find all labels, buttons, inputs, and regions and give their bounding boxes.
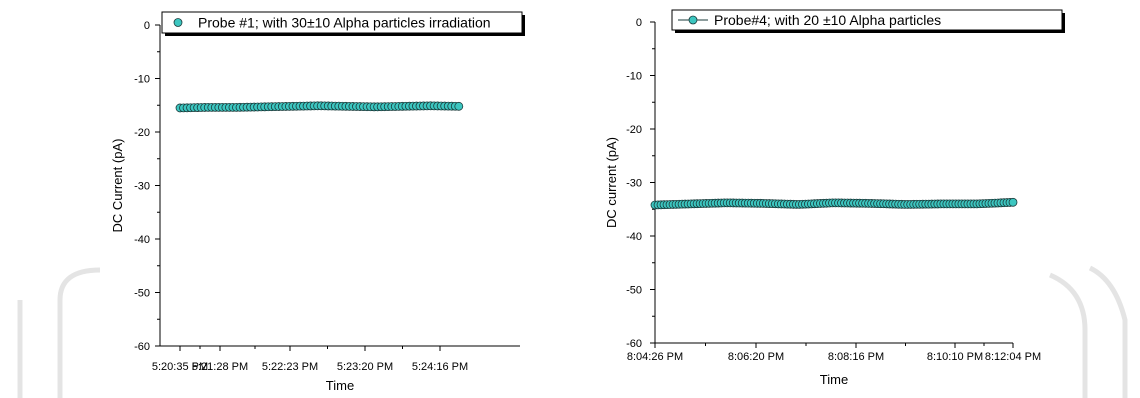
y-tick-label: -40 bbox=[626, 231, 642, 243]
x-tick-label: 8:10:10 PM bbox=[927, 351, 983, 363]
y-tick-label: -20 bbox=[626, 124, 642, 136]
x-tick-label: 5:22:23 PM bbox=[262, 361, 318, 373]
legend-box bbox=[671, 9, 1063, 31]
y-tick-label: -40 bbox=[134, 234, 150, 246]
x-tick-label: 8:12:04 PM bbox=[985, 351, 1041, 363]
x-axis-title: Time bbox=[326, 378, 354, 393]
x-tick-label: 8:08:16 PM bbox=[828, 351, 884, 363]
y-tick-label: 0 bbox=[144, 20, 150, 32]
x-tick-label: 8:06:20 PM bbox=[728, 351, 784, 363]
data-point bbox=[454, 101, 464, 111]
data-point bbox=[1008, 197, 1018, 207]
y-tick-label: -30 bbox=[134, 181, 150, 193]
y-axis-title: DC Current (pA) bbox=[110, 139, 125, 233]
y-tick-label: -30 bbox=[626, 178, 642, 190]
x-axis-title: Time bbox=[820, 372, 848, 387]
x-tick-label: 5:20:35 PM bbox=[152, 361, 208, 373]
x-tick-label: 5:23:20 PM bbox=[337, 361, 393, 373]
legend-label: Probe#4; with 20 ±10 Alpha particles bbox=[714, 12, 941, 28]
y-tick-label: -50 bbox=[626, 285, 642, 297]
x-tick-label: 8:04:26 PM bbox=[627, 351, 683, 363]
legend-marker bbox=[688, 15, 698, 25]
legend-label: Probe #1; with 30±10 Alpha particles irr… bbox=[198, 15, 491, 31]
y-axis-title: DC current (pA) bbox=[604, 137, 619, 228]
y-tick-label: -10 bbox=[626, 71, 642, 83]
x-tick-label: 5:21:28 PM bbox=[192, 361, 248, 373]
y-tick-label: -20 bbox=[134, 127, 150, 139]
legend-box bbox=[161, 11, 523, 34]
chart-probe-4: 0 -10 -20 -30 -40 -50 -608:04:26 PM 8:06:20 PM 8… bbox=[604, 9, 1065, 387]
legend-marker bbox=[173, 18, 183, 27]
y-tick-label: -60 bbox=[626, 338, 642, 350]
y-tick-label: -50 bbox=[134, 288, 150, 300]
y-tick-label: 0 bbox=[636, 17, 642, 29]
chart-probe-1: 0 -10 -20 -30 -40 -50 -605:20:35 PM5:21:28 PM 5… bbox=[110, 11, 525, 393]
y-tick-label: -60 bbox=[134, 341, 150, 353]
y-tick-label: -10 bbox=[134, 74, 150, 86]
x-tick-label: 5:24:16 PM bbox=[412, 361, 468, 373]
